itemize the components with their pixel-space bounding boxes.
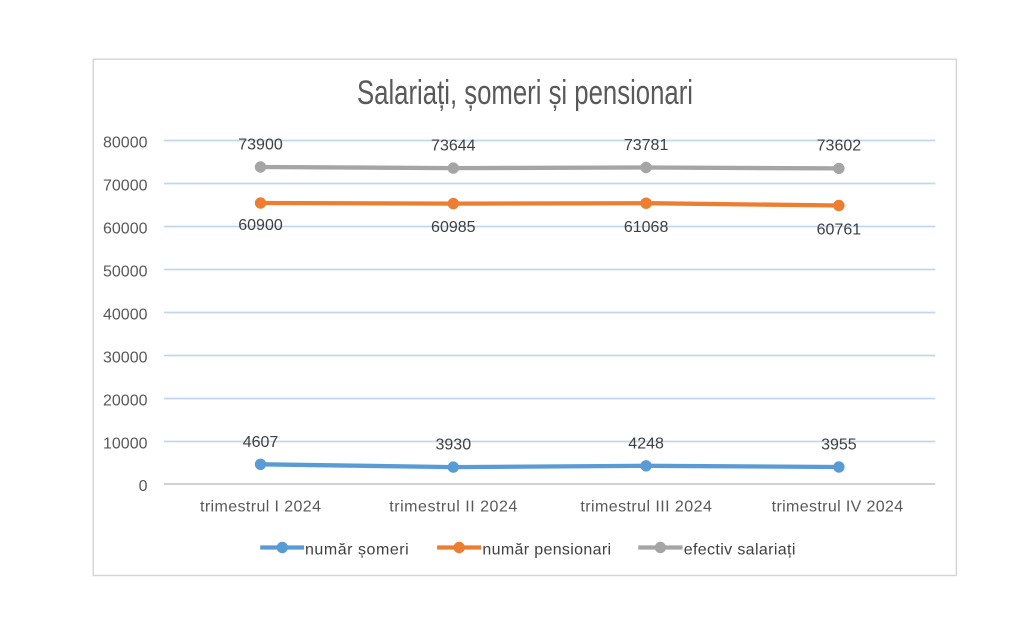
svg-text:3930: 3930	[436, 437, 472, 454]
svg-text:60900: 60900	[238, 217, 283, 234]
svg-text:30000: 30000	[103, 350, 148, 367]
svg-text:4248: 4248	[628, 435, 664, 452]
svg-text:73644: 73644	[431, 137, 476, 154]
svg-text:4607: 4607	[243, 434, 279, 451]
svg-text:3955: 3955	[821, 437, 857, 454]
svg-text:73781: 73781	[624, 137, 669, 154]
svg-text:73900: 73900	[238, 136, 283, 153]
svg-text:trimestrul I 2024: trimestrul I 2024	[200, 499, 321, 516]
svg-text:număr pensionari: număr pensionari	[482, 541, 611, 558]
svg-text:50000: 50000	[103, 264, 148, 281]
svg-text:40000: 40000	[103, 307, 148, 324]
svg-text:trimestrul IV 2024: trimestrul IV 2024	[772, 499, 904, 516]
svg-text:0: 0	[139, 478, 148, 495]
svg-text:61068: 61068	[624, 219, 669, 236]
svg-text:70000: 70000	[103, 178, 148, 195]
svg-text:trimestrul III 2024: trimestrul III 2024	[580, 499, 712, 516]
svg-text:73602: 73602	[817, 138, 862, 155]
svg-text:60761: 60761	[817, 221, 862, 238]
svg-text:trimestrul II 2024: trimestrul II 2024	[389, 499, 517, 516]
svg-text:10000: 10000	[103, 436, 148, 453]
svg-text:20000: 20000	[103, 393, 148, 410]
svg-text:efectiv salariați: efectiv salariați	[684, 541, 796, 558]
svg-text:80000: 80000	[103, 135, 148, 152]
svg-text:60000: 60000	[103, 221, 148, 238]
svg-text:60985: 60985	[431, 219, 476, 236]
svg-text:Salariați, șomeri și pensionar: Salariați, șomeri și pensionari	[357, 74, 693, 112]
svg-text:număr șomeri: număr șomeri	[305, 541, 409, 558]
